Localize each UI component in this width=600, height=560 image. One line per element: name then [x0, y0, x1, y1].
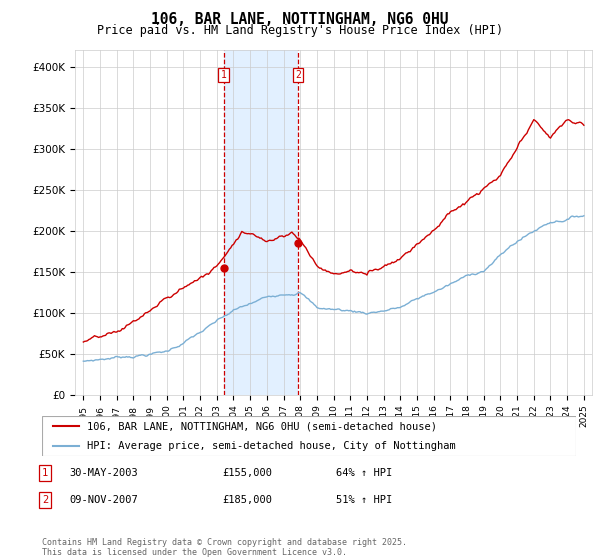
Text: 106, BAR LANE, NOTTINGHAM, NG6 0HU: 106, BAR LANE, NOTTINGHAM, NG6 0HU [151, 12, 449, 27]
Text: 51% ↑ HPI: 51% ↑ HPI [336, 495, 392, 505]
Text: 2: 2 [42, 495, 48, 505]
Text: £155,000: £155,000 [222, 468, 272, 478]
Text: 09-NOV-2007: 09-NOV-2007 [69, 495, 138, 505]
Text: 2: 2 [295, 70, 301, 80]
Text: 1: 1 [42, 468, 48, 478]
Text: 30-MAY-2003: 30-MAY-2003 [69, 468, 138, 478]
Bar [224, 50, 298, 395]
Text: Price paid vs. HM Land Registry's House Price Index (HPI): Price paid vs. HM Land Registry's House … [97, 24, 503, 36]
Text: HPI: Average price, semi-detached house, City of Nottingham: HPI: Average price, semi-detached house,… [88, 441, 456, 451]
Text: £185,000: £185,000 [222, 495, 272, 505]
Text: 64% ↑ HPI: 64% ↑ HPI [336, 468, 392, 478]
Text: Contains HM Land Registry data © Crown copyright and database right 2025.
This d: Contains HM Land Registry data © Crown c… [42, 538, 407, 557]
Text: 106, BAR LANE, NOTTINGHAM, NG6 0HU (semi-detached house): 106, BAR LANE, NOTTINGHAM, NG6 0HU (semi… [88, 421, 437, 431]
Text: 1: 1 [221, 70, 227, 80]
